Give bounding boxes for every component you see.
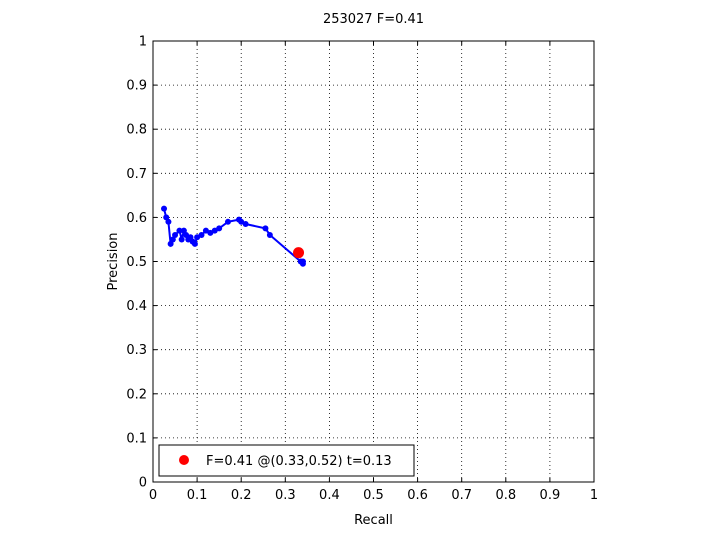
series-point	[266, 232, 273, 239]
x-tick-label: 1	[590, 488, 598, 503]
series-layer	[161, 205, 306, 267]
ticks: 0 0.1 0.2 0.3 0.4 0.5 0.6 0.7 0.8 0.9 1 0 0.1 0.2 0.3 0…	[126, 35, 598, 504]
chart-title: 253027 F=0.41	[323, 12, 424, 27]
y-tick-label: 0.8	[126, 123, 147, 138]
series-point	[172, 232, 179, 239]
y-tick-label: 0.5	[126, 255, 147, 270]
y-tick-label: 0	[139, 476, 147, 491]
x-tick-label: 0.4	[319, 488, 340, 503]
best-f-point	[293, 247, 305, 259]
y-tick-label: 0.6	[126, 211, 147, 226]
series-point	[165, 218, 172, 225]
y-tick-label: 0.9	[126, 79, 147, 94]
series-point	[176, 227, 183, 234]
grid	[153, 41, 594, 482]
x-tick-label: 0.3	[275, 488, 296, 503]
x-tick-label: 0.5	[363, 488, 384, 503]
x-tick-label: 0.6	[407, 488, 428, 503]
series-point	[242, 221, 249, 228]
x-tick-label: 0.7	[451, 488, 472, 503]
series-point	[262, 225, 269, 232]
series-point	[216, 225, 223, 232]
x-tick-label: 0.2	[231, 488, 252, 503]
y-tick-label: 1	[139, 35, 147, 50]
legend: F=0.41 @(0.33,0.52) t=0.13	[158, 444, 415, 477]
series-point	[161, 205, 168, 212]
legend-label: F=0.41 @(0.33,0.52) t=0.13	[206, 454, 392, 469]
series-point	[198, 232, 205, 239]
y-axis-label: Precision	[106, 232, 121, 290]
y-tick-label: 0.1	[126, 431, 147, 446]
legend-box	[158, 444, 415, 477]
x-tick-label: 0.9	[540, 488, 561, 503]
series-point	[191, 240, 198, 247]
x-tick-label: 0	[149, 488, 157, 503]
y-tick-label: 0.3	[126, 343, 147, 358]
y-tick-label: 0.7	[126, 167, 147, 182]
y-tick-label: 0.2	[126, 387, 147, 402]
legend-marker	[179, 455, 189, 465]
series-point	[224, 218, 231, 225]
x-axis-label: Recall	[354, 513, 393, 528]
highlight-layer	[293, 247, 305, 259]
y-tick-label: 0.4	[126, 299, 147, 314]
x-tick-label: 0.8	[495, 488, 516, 503]
x-tick-label: 0.1	[187, 488, 208, 503]
series-point	[178, 236, 185, 243]
series-point	[299, 258, 306, 265]
